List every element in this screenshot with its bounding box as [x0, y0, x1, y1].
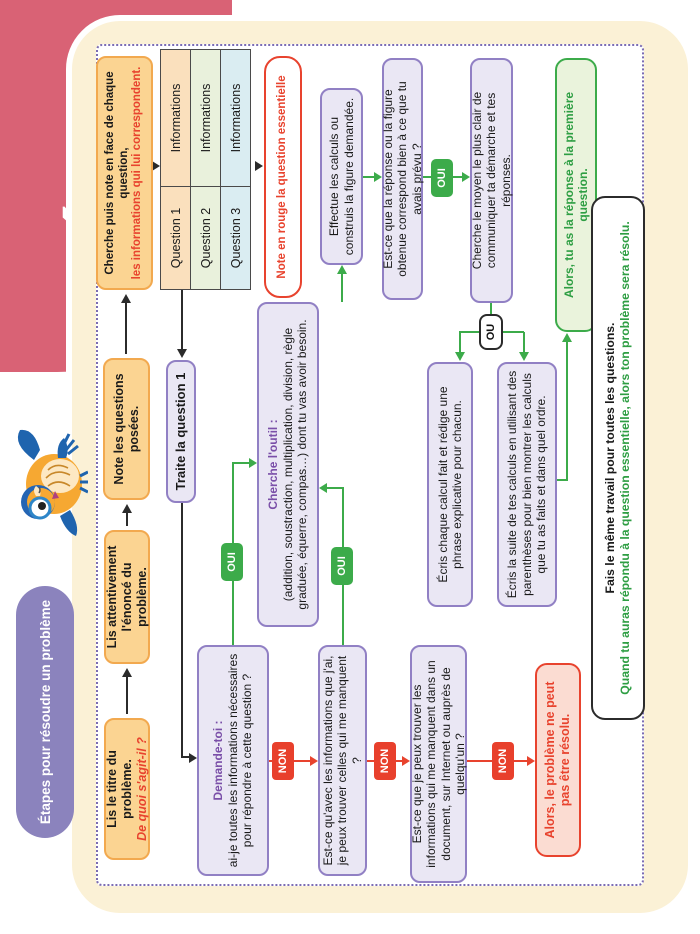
step-accent-text: De quoi s'agit-il ?	[134, 737, 149, 841]
arrow-down-icon	[527, 756, 535, 766]
arrow-up-icon	[319, 483, 327, 493]
box-demande-toi: Demande-toi : ai-je toutes les informati…	[197, 645, 269, 876]
non-badge: NON	[272, 742, 294, 780]
oui-badge: OUI	[431, 159, 453, 197]
box-text: Effectue les calculs ou construis la fig…	[327, 97, 356, 256]
arrow-left-icon	[455, 352, 465, 361]
non-badge: NON	[492, 742, 514, 780]
arrow-down-icon	[255, 161, 263, 171]
box-text: Alors, le problème ne peut pas être réso…	[543, 681, 572, 839]
note-rouge-text: Note en rouge la question essentielle	[276, 75, 289, 279]
box-text: Est-ce que la réponse ou la figure obten…	[380, 81, 424, 277]
arrow-right-icon	[121, 294, 131, 303]
box-accent-text: Quand tu auras répondu à la question ess…	[618, 221, 632, 695]
step-lis-enonce: Lis attentivement l'énoncé du problème.	[104, 530, 150, 664]
connector	[459, 332, 461, 352]
box-est-ce-reponse: Est-ce que la réponse ou la figure obten…	[380, 58, 424, 300]
connector	[327, 487, 344, 489]
box-text: Alors, tu as la réponse à la première qu…	[561, 91, 590, 299]
connector	[181, 503, 183, 758]
box-ecris-chaque: Écris chaque calcul fait et rédige une p…	[427, 362, 473, 607]
connector	[341, 273, 343, 302]
informations-cell: Informations	[160, 49, 191, 187]
box-text: Écris chaque calcul fait et rédige une p…	[435, 386, 464, 583]
arrow-left-icon	[519, 352, 529, 361]
box-cherche-outil: Cherche l'outil : (addition, soustractio…	[257, 302, 319, 627]
step-text: Cherche puis note en face de chaque ques…	[103, 71, 130, 275]
arrow-right-icon	[562, 333, 572, 342]
non-badge: NON	[374, 742, 396, 780]
connector	[490, 303, 492, 314]
connector	[459, 331, 480, 333]
arrow-left-icon	[177, 349, 187, 358]
connector	[181, 290, 183, 349]
arrow-down-icon	[249, 458, 257, 468]
questions-table: Question 1 Informations Question 2 Infor…	[160, 49, 251, 290]
informations-cell: Informations	[190, 49, 221, 187]
connector	[566, 341, 568, 481]
connector	[126, 677, 128, 714]
informations-cell: Informations	[220, 49, 251, 187]
box-effectue: Effectue les calculs ou construis la fig…	[320, 88, 363, 265]
connector	[125, 303, 127, 354]
box-text: ai-je toutes les informations nécessaire…	[225, 653, 255, 868]
box-text: (addition, soustraction, multiplication,…	[280, 319, 310, 610]
arrow-down-icon	[189, 753, 197, 763]
table-row: Question 1 Informations	[160, 49, 191, 290]
box-text: Traite la question 1	[173, 372, 189, 491]
step-cherche-note: Cherche puis note en face de chaque ques…	[96, 56, 153, 290]
box-ecris-suite: Écris la suite de tes calculs en utilisa…	[497, 362, 557, 607]
box-fais-meme-travail: Fais le même travail pour toutes les que…	[591, 196, 645, 720]
arrow-down-icon	[152, 161, 160, 171]
step-text: Lis le titre du problème.	[104, 750, 134, 828]
box-est-ce-avec: Est-ce qu'avec les informations que j'ai…	[318, 645, 367, 876]
box-probleme-non-resolu: Alors, le problème ne peut pas être réso…	[535, 663, 581, 857]
note-rouge-box: Note en rouge la question essentielle	[264, 56, 302, 298]
box-text: Est-ce qu'avec les informations que j'ai…	[320, 655, 364, 866]
step-lis-titre: Lis le titre du problème. De quoi s'agit…	[104, 718, 150, 860]
owl-mascot-icon	[17, 429, 88, 536]
table-row: Question 3 Informations	[220, 49, 251, 290]
arrow-right-icon	[122, 504, 132, 513]
box-header: Demande-toi :	[211, 720, 226, 801]
box-header: Cherche l'outil :	[266, 419, 281, 510]
connector	[523, 332, 525, 352]
box-text: Écris la suite de tes calculs en utilisa…	[505, 370, 549, 599]
arrow-right-icon	[122, 668, 132, 677]
oui-badge: OUI	[221, 543, 243, 581]
question-cell: Question 2	[190, 186, 221, 290]
step-text: Note les questions posées.	[111, 373, 141, 485]
step-text: Lis attentivement l'énoncé du problème.	[104, 545, 149, 649]
ou-badge: OU	[479, 314, 503, 350]
box-text: Est-ce que je peux trouver les informati…	[409, 660, 467, 868]
question-cell: Question 3	[220, 186, 251, 290]
box-cherche-moyen: Cherche le moyen le plus clair de commun…	[470, 58, 513, 303]
arrow-down-icon	[462, 172, 470, 182]
question-cell: Question 1	[160, 186, 191, 290]
arrow-down-icon	[310, 756, 318, 766]
oui-badge: OUI	[331, 547, 353, 585]
step-note-questions: Note les questions posées.	[103, 358, 150, 500]
page-title: Étapes pour résoudre un problème	[16, 586, 74, 838]
connector	[502, 331, 524, 333]
box-est-ce-trouver: Est-ce que je peux trouver les informati…	[410, 645, 467, 883]
step-accent-text: les informations qui lui correspondent.	[131, 66, 144, 280]
connector	[126, 513, 128, 526]
box-text: Cherche le moyen le plus clair de commun…	[469, 91, 513, 270]
table-row: Question 2 Informations	[190, 49, 221, 290]
box-text: Fais le même travail pour toutes les que…	[603, 322, 618, 594]
box-traite-q1: Traite la question 1	[166, 360, 196, 503]
connector	[232, 462, 250, 464]
arrow-right-icon	[337, 265, 347, 274]
